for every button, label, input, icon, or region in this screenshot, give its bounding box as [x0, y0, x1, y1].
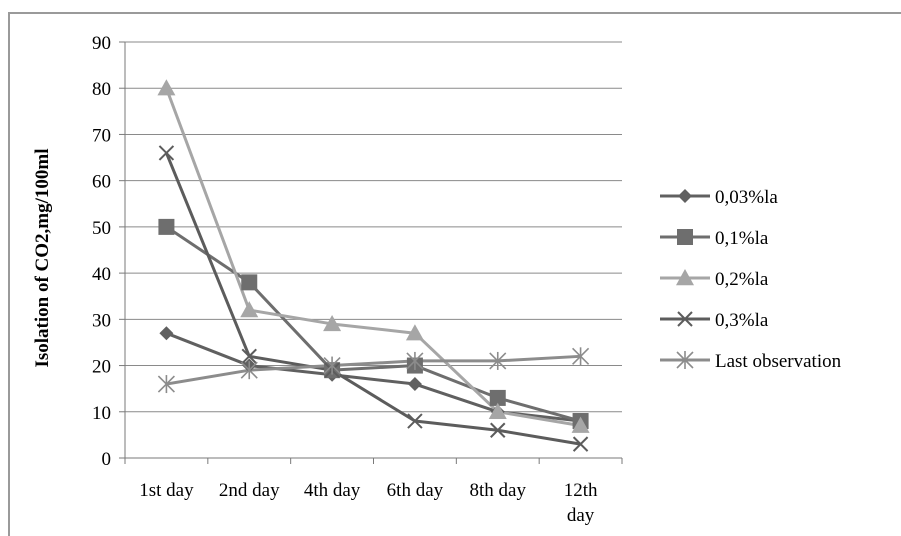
data-point-series-5 — [572, 347, 590, 366]
data-point-series-1 — [407, 377, 422, 392]
legend-item: 0,1%la — [660, 228, 769, 249]
legend-item: 0,3%la — [660, 310, 769, 331]
y-tick-label: 10 — [92, 403, 111, 424]
x-tick-label: 1st day — [139, 480, 194, 501]
y-tick-label: 20 — [92, 357, 111, 378]
legend-item: 0,2%la — [660, 269, 769, 290]
data-point-series-3 — [571, 416, 590, 433]
y-tick-labels: 0 10 20 30 40 50 60 70 80 90 — [92, 33, 111, 470]
x-tick-label: 4th day — [304, 480, 361, 501]
x-tick-labels: 1st day 2nd day 4th day 6th day 8th day 12th d… — [139, 480, 598, 526]
series-line-5 — [166, 354, 581, 386]
y-tick-label: 50 — [92, 218, 111, 239]
legend: 0,03%la 0,1%la 0,2%la 0,3%la Last observatio… — [660, 187, 842, 372]
series-lines — [165, 87, 581, 446]
y-tick-label: 30 — [92, 310, 111, 331]
legend-marker — [676, 351, 694, 369]
data-point-series-5 — [240, 361, 258, 380]
legend-item: 0,03%la — [660, 187, 778, 208]
data-point-series-3 — [157, 79, 176, 96]
legend-label: 0,2%la — [715, 269, 769, 290]
legend-label: 0,1%la — [715, 228, 769, 249]
y-tick-label: 40 — [92, 264, 111, 285]
gridlines — [125, 41, 622, 413]
data-point-series-5 — [323, 356, 341, 375]
series-line-4 — [165, 152, 581, 446]
series-markers — [157, 79, 590, 452]
data-point-series-4 — [407, 413, 423, 429]
data-point-series-5 — [157, 375, 175, 394]
series-line-3 — [165, 87, 581, 428]
data-point-series-3 — [323, 314, 342, 332]
legend-item: Last observation — [660, 351, 842, 372]
data-point-series-2 — [489, 389, 506, 406]
data-point-series-3 — [405, 324, 424, 341]
x-tick-label: 8th day — [470, 480, 527, 501]
series-line-1 — [165, 331, 581, 423]
legend-marker — [677, 311, 693, 327]
frame-left-border — [8, 12, 10, 536]
frame-top-border — [8, 12, 901, 14]
y-tick-label: 60 — [92, 172, 111, 193]
y-tick-label: 70 — [92, 125, 111, 146]
data-point-series-3 — [240, 301, 259, 318]
data-point-series-4 — [241, 348, 257, 365]
x-tick-label: 12th day — [564, 480, 598, 526]
x-tick-label: 2nd day — [219, 480, 280, 501]
legend-label: 0,3%la — [715, 310, 769, 331]
data-point-series-4 — [158, 145, 175, 161]
legend-label: 0,03%la — [715, 187, 778, 208]
data-point-series-5 — [406, 351, 424, 370]
y-axis-label: Isolation of CO2,mg/100ml — [32, 148, 53, 367]
axes — [119, 41, 623, 464]
data-point-series-5 — [489, 351, 507, 370]
data-point-series-3 — [488, 402, 507, 419]
data-point-series-4 — [572, 436, 589, 452]
x-tick-label: 6th day — [387, 480, 444, 501]
legend-label: Last observation — [715, 351, 842, 372]
legend-marker — [677, 229, 693, 245]
data-point-series-2 — [241, 274, 258, 291]
data-point-series-1 — [159, 326, 174, 341]
y-tick-label: 80 — [92, 79, 111, 100]
legend-marker — [676, 269, 694, 286]
y-tick-label: 90 — [92, 33, 111, 54]
legend-marker — [678, 189, 692, 203]
data-point-series-4 — [490, 422, 506, 438]
data-point-series-2 — [158, 218, 175, 235]
y-tick-label: 0 — [102, 449, 112, 470]
